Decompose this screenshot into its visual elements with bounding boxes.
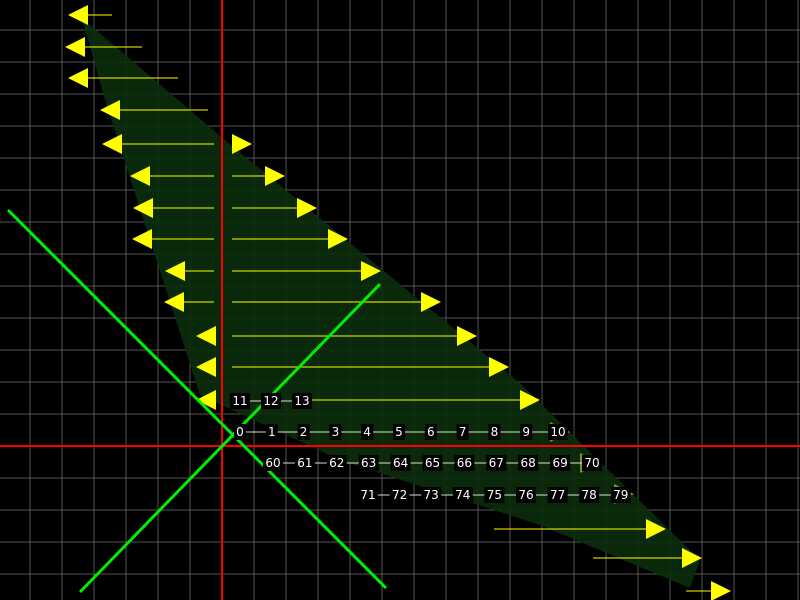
label-background	[520, 424, 533, 440]
value-label: 74	[455, 488, 470, 502]
value-label: 72	[392, 488, 407, 502]
value-label: 5	[395, 425, 403, 439]
value-label: 76	[518, 488, 533, 502]
value-label: 68	[521, 456, 536, 470]
value-label: 7	[459, 425, 467, 439]
value-label: 0	[236, 425, 244, 439]
label-background	[329, 424, 342, 440]
arrow-head-right	[489, 357, 509, 377]
label-background	[456, 424, 469, 440]
value-label: 79	[613, 488, 628, 502]
label-background	[454, 455, 475, 471]
label-background	[547, 487, 568, 503]
label-background	[234, 424, 246, 440]
arrow-head-left	[133, 198, 153, 218]
label-background	[292, 393, 312, 409]
value-label: 77	[550, 488, 565, 502]
value-label: 66	[457, 456, 472, 470]
arrow-head-right	[520, 390, 540, 410]
diagonal-line-ascending	[78, 282, 382, 594]
label-background	[452, 487, 473, 503]
arrow-head-right	[646, 519, 666, 539]
label-background	[610, 487, 631, 503]
arrow-head-left	[68, 68, 88, 88]
arrow-head-left	[132, 229, 152, 249]
value-label: 73	[424, 488, 439, 502]
arrow-head-left	[100, 100, 120, 120]
value-label: 60	[265, 456, 280, 470]
arrow-head-left	[164, 292, 184, 312]
label-background	[424, 424, 437, 440]
label-background	[265, 424, 278, 440]
label-background	[230, 393, 250, 409]
value-label: 3	[332, 425, 340, 439]
label-background	[389, 487, 410, 503]
label-background	[294, 455, 315, 471]
label-background	[358, 487, 378, 503]
value-label: 4	[363, 425, 371, 439]
arrow-head-right	[457, 326, 477, 346]
arrow-head-right	[297, 198, 317, 218]
value-label: 71	[360, 488, 375, 502]
label-background	[390, 455, 411, 471]
value-label: 12	[263, 394, 278, 408]
value-label: 63	[361, 456, 376, 470]
arrow-head-right	[421, 292, 441, 312]
label-background	[486, 455, 507, 471]
label-background	[361, 424, 374, 440]
arrow-head-left	[196, 326, 216, 346]
label-background	[582, 455, 602, 471]
arrow-head-left	[130, 166, 150, 186]
value-label: 78	[582, 488, 597, 502]
label-background	[297, 424, 310, 440]
label-background	[326, 455, 347, 471]
value-label: 13	[294, 394, 309, 408]
diagonal-lines	[6, 208, 388, 594]
value-label: 8	[491, 425, 499, 439]
value-label: 75	[487, 488, 502, 502]
label-background	[488, 424, 501, 440]
label-background	[516, 487, 536, 503]
arrow-head-right	[232, 134, 252, 154]
arrow-head-left	[102, 134, 122, 154]
value-label: 61	[297, 456, 312, 470]
label-background	[422, 455, 443, 471]
diagonal-line-descending	[6, 208, 388, 590]
value-label: 62	[329, 456, 344, 470]
arrow-head-right	[682, 548, 702, 568]
value-label: 67	[489, 456, 504, 470]
label-background	[263, 455, 283, 471]
arrow-head-left	[65, 37, 85, 57]
label-background	[261, 393, 281, 409]
label-background	[358, 455, 379, 471]
value-label: 65	[425, 456, 440, 470]
label-background	[550, 455, 571, 471]
arrow-head-right	[265, 166, 285, 186]
arrow-head-right	[361, 261, 381, 281]
value-label: 9	[522, 425, 530, 439]
label-background	[579, 487, 600, 503]
arrow-head-left	[196, 357, 216, 377]
value-label: 6	[427, 425, 435, 439]
value-label: 11	[232, 394, 247, 408]
value-label: 1	[268, 425, 276, 439]
label-background	[393, 424, 405, 440]
arrow-head-left	[196, 390, 216, 410]
label-background	[548, 424, 568, 440]
value-label: 69	[552, 456, 567, 470]
arrow-head-left	[165, 261, 185, 281]
value-label: 70	[584, 456, 599, 470]
value-label: 2	[300, 425, 308, 439]
label-background	[518, 455, 539, 471]
label-background	[421, 487, 442, 503]
arrow-head-right	[711, 581, 731, 600]
value-label: 64	[393, 456, 408, 470]
value-label: 10	[550, 425, 565, 439]
label-background	[484, 487, 505, 503]
arrow-head-left	[68, 5, 88, 25]
arrow-head-right	[328, 229, 348, 249]
